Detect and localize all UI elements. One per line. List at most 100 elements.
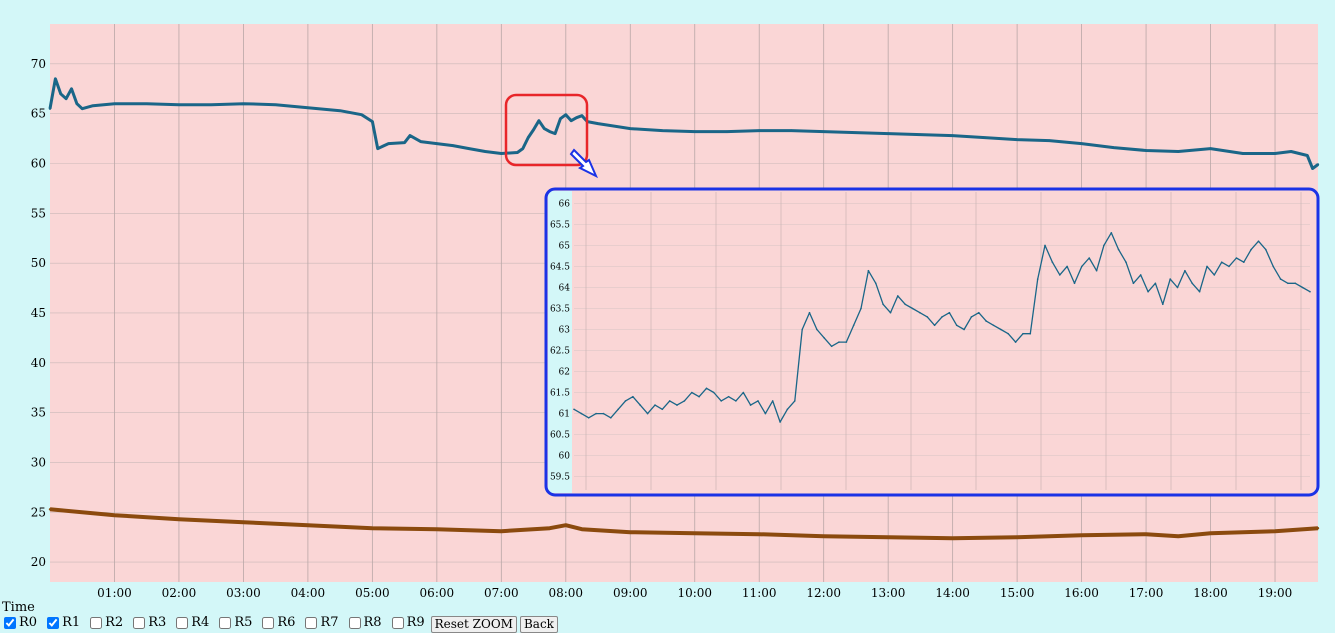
series-toggle-r1[interactable]: R1 (43, 615, 80, 630)
data-point-r0 (145, 102, 148, 105)
data-point-r0 (274, 103, 277, 106)
series-toggle-r4[interactable]: R4 (172, 615, 209, 630)
data-point-r0 (1289, 150, 1293, 153)
series-toggle-r6[interactable]: R6 (258, 615, 295, 630)
x-tick-label: 08:00 (548, 586, 583, 600)
inset-data-point (1198, 290, 1201, 293)
series-toggle-r3[interactable]: R3 (129, 615, 166, 630)
inset-data-point (742, 391, 745, 394)
inset-data-point (713, 391, 715, 394)
inset-y-tick-label: 65.5 (550, 220, 570, 230)
inset-data-point (1272, 265, 1274, 268)
x-tick-label: 18:00 (1193, 586, 1228, 600)
inset-data-point (970, 316, 973, 318)
data-point-r1 (887, 536, 890, 539)
data-point-r0 (75, 102, 79, 105)
data-point-r0 (983, 136, 987, 139)
data-point-r0 (570, 119, 573, 122)
checkbox-r2[interactable] (90, 616, 103, 629)
checkbox-r4[interactable] (176, 616, 189, 629)
checkbox-r8[interactable] (348, 616, 361, 629)
data-point-r0 (48, 107, 52, 110)
inset-data-point (1081, 265, 1083, 268)
checkbox-r7[interactable] (305, 616, 318, 629)
inset-data-point (823, 337, 825, 339)
data-point-r1 (371, 527, 374, 530)
series-toggle-r9[interactable]: R9 (388, 615, 425, 630)
x-tick-label: 14:00 (935, 586, 970, 600)
series-toggle-r2[interactable]: R2 (86, 615, 123, 630)
series-toggle-r8[interactable]: R8 (345, 615, 382, 630)
inset-data-point (985, 320, 987, 322)
x-tick-label: 19:00 (1258, 586, 1293, 600)
inset-data-point (705, 387, 708, 390)
y-tick-label: 35 (31, 406, 46, 420)
inset-y-tick-label: 60.5 (550, 431, 570, 441)
data-point-r0 (102, 103, 105, 106)
toggle-label: R1 (62, 615, 81, 631)
data-point-r0 (521, 147, 524, 150)
checkbox-r3[interactable] (133, 616, 146, 629)
y-tick-label: 70 (31, 57, 46, 71)
inset-data-point (926, 316, 929, 318)
inset-data-point (580, 412, 583, 415)
data-point-r0 (537, 119, 541, 122)
reset-zoom-button[interactable]: Reset ZOOM (430, 615, 517, 633)
inset-data-point (771, 400, 774, 402)
inset-data-point (779, 421, 781, 423)
checkbox-r5[interactable] (219, 616, 232, 629)
inset-data-point (830, 345, 833, 348)
inset-data-point (1301, 286, 1304, 289)
x-tick-label: 04:00 (291, 586, 326, 600)
checkbox-r0[interactable] (4, 616, 16, 629)
inset-data-point (1103, 244, 1105, 247)
inset-y-tick-label: 66 (559, 199, 571, 209)
inset-data-point (1051, 261, 1054, 264)
inset-y-tick-label: 63 (559, 325, 571, 335)
inset-data-point (1213, 274, 1216, 276)
inset-y-tick-label: 61.5 (550, 389, 570, 399)
data-point-r0 (758, 129, 761, 132)
series-toggle-r0[interactable]: R0 (0, 615, 37, 630)
data-point-r0 (1316, 163, 1320, 166)
data-point-r0 (725, 130, 729, 133)
main-chart[interactable]: 20 25 30 35 40 45 50 55 60 65 70 01:00 02:00 03:00 04… (0, 0, 1335, 600)
data-point-r1 (1177, 535, 1180, 538)
x-axis-title: Time (2, 600, 35, 615)
inset-data-point (646, 412, 649, 415)
checkbox-r1[interactable] (47, 616, 60, 629)
data-point-r0 (951, 134, 954, 137)
toggle-label: R8 (363, 615, 382, 631)
data-point-r0 (553, 132, 557, 135)
inset-data-point (1265, 248, 1267, 251)
inset-data-point (897, 295, 899, 297)
inset-data-point (1022, 332, 1024, 335)
inset-data-point (875, 282, 877, 285)
checkbox-r9[interactable] (391, 616, 404, 629)
inset-data-point (1250, 248, 1252, 251)
x-tick-label: 11:00 (742, 586, 777, 600)
inset-data-point (764, 412, 767, 415)
data-point-r0 (548, 130, 551, 133)
inset-data-point (1176, 286, 1179, 289)
series-toggle-r7[interactable]: R7 (301, 615, 339, 630)
inset-data-point (1184, 269, 1186, 272)
data-point-r1 (500, 530, 503, 533)
data-point-r1 (48, 508, 52, 511)
data-point-r0 (854, 131, 858, 134)
x-axis-tick-labels: 01:00 02:00 03:00 04:00 05:00 06:00 07:00 08:00… (97, 586, 1292, 600)
inset-data-point (1117, 248, 1120, 251)
checkbox-r6[interactable] (262, 616, 275, 629)
inset-data-point (948, 311, 951, 314)
inset-data-point (1139, 274, 1142, 276)
back-button[interactable]: Back (519, 615, 558, 633)
inset-data-point (852, 324, 855, 327)
series-toggle-r5[interactable]: R5 (215, 615, 252, 630)
data-point-r1 (629, 531, 632, 534)
inset-data-point (1014, 341, 1017, 343)
data-point-r0 (54, 77, 57, 81)
inset-data-point (1147, 290, 1149, 293)
inset-y-tick-label: 64 (559, 283, 571, 293)
data-point-r0 (1273, 152, 1277, 155)
inset-y-tick-label: 59.5 (550, 473, 570, 483)
